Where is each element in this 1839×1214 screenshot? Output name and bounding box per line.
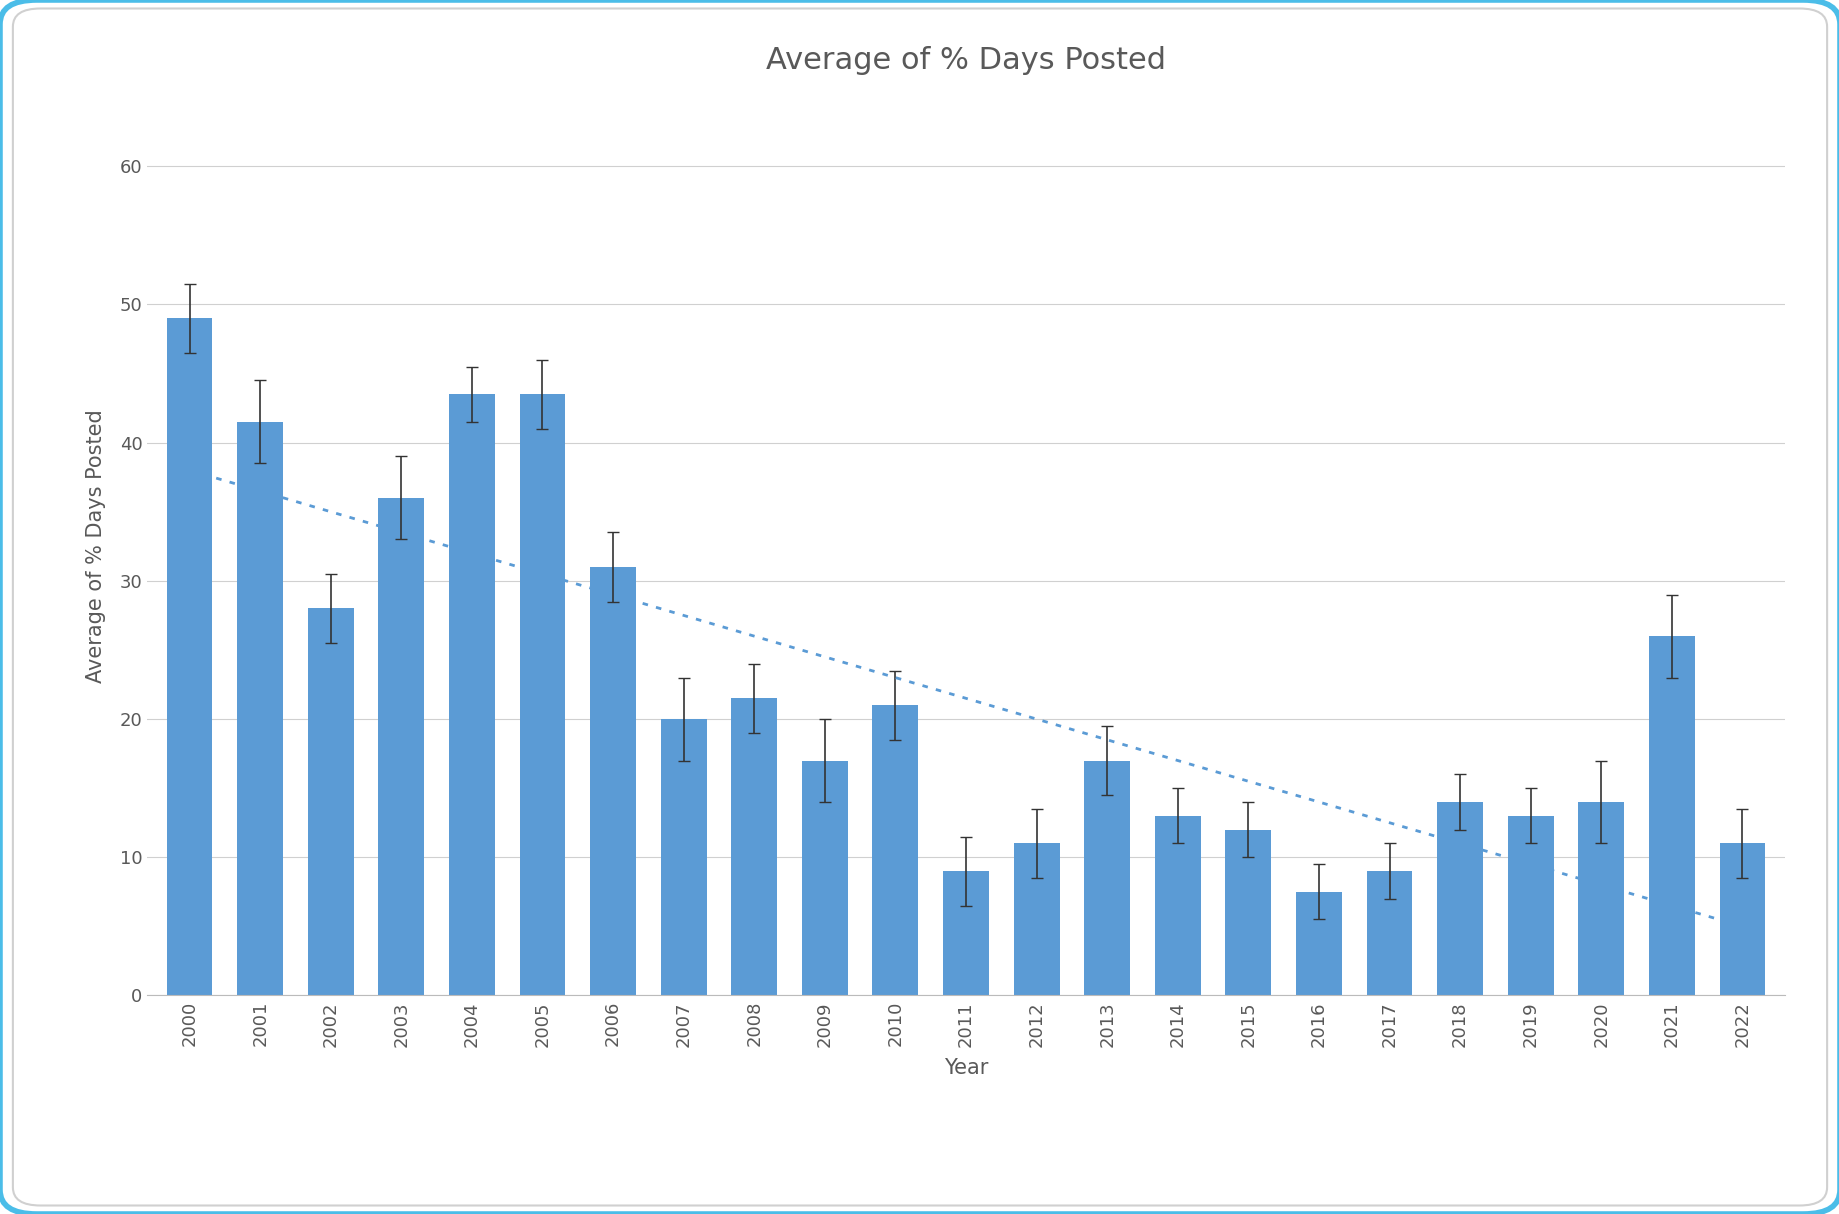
Bar bbox=[519, 395, 565, 995]
Bar bbox=[802, 760, 848, 995]
Bar bbox=[1366, 872, 1412, 995]
Bar bbox=[237, 422, 283, 995]
Bar bbox=[1155, 816, 1201, 995]
Bar bbox=[1648, 636, 1694, 995]
X-axis label: Year: Year bbox=[943, 1057, 988, 1078]
Bar bbox=[1013, 844, 1059, 995]
Bar bbox=[872, 705, 918, 995]
Bar bbox=[590, 567, 636, 995]
Bar bbox=[730, 698, 776, 995]
Bar bbox=[943, 872, 988, 995]
Y-axis label: Average of % Days Posted: Average of % Days Posted bbox=[86, 409, 105, 683]
Bar bbox=[307, 608, 353, 995]
Bar bbox=[660, 719, 706, 995]
Bar bbox=[1083, 760, 1129, 995]
Bar bbox=[167, 318, 211, 995]
Bar bbox=[1719, 844, 1764, 995]
Title: Average of % Days Posted: Average of % Days Posted bbox=[765, 46, 1166, 75]
Bar bbox=[1436, 802, 1482, 995]
Bar bbox=[449, 395, 495, 995]
Bar bbox=[1295, 892, 1341, 995]
Bar bbox=[1506, 816, 1552, 995]
Bar bbox=[379, 498, 425, 995]
Bar bbox=[1578, 802, 1624, 995]
Bar bbox=[1225, 829, 1271, 995]
